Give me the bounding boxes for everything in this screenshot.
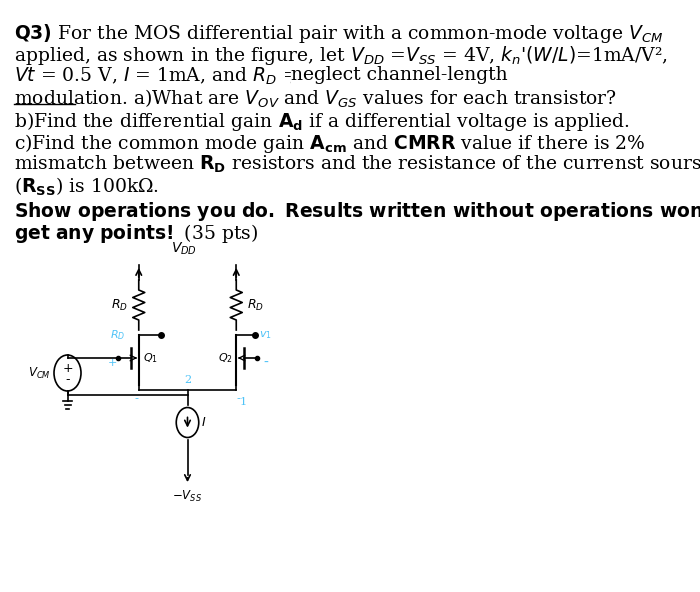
Text: $Q_1$: $Q_1$	[143, 351, 158, 365]
Text: +: +	[108, 358, 117, 368]
Text: $Q_2$: $Q_2$	[218, 351, 232, 365]
Text: -: -	[65, 374, 70, 387]
Text: $\bf{get\ any\ points!}$ (35 pts): $\bf{get\ any\ points!}$ (35 pts)	[13, 222, 258, 245]
Text: -: -	[237, 393, 241, 403]
Text: mismatch between $\bf{R_D}$ resistors and the resistance of the currenst sourse: mismatch between $\bf{R_D}$ resistors an…	[13, 154, 700, 175]
Text: neglect channel-length: neglect channel-length	[291, 66, 508, 84]
Text: +: +	[62, 362, 73, 375]
Text: b)Find the differential gain $\bf{A_d}$ if a differential voltage is applied.: b)Find the differential gain $\bf{A_d}$ …	[13, 110, 629, 133]
Text: $R_D$: $R_D$	[247, 297, 264, 313]
Text: $\bf{Q3)}$ For the MOS differential pair with a common-mode voltage $V_{CM}$: $\bf{Q3)}$ For the MOS differential pair…	[13, 22, 663, 45]
Text: $V_{CM}$: $V_{CM}$	[28, 365, 51, 381]
Text: $v_1$: $v_1$	[259, 329, 272, 341]
Text: $V_{DD}$: $V_{DD}$	[171, 240, 197, 257]
Text: ($\bf{R_{SS}}$) is 100kΩ.: ($\bf{R_{SS}}$) is 100kΩ.	[13, 176, 159, 198]
Text: $-V_{SS}$: $-V_{SS}$	[172, 489, 202, 504]
Text: 1: 1	[240, 397, 247, 407]
Text: $R_D$: $R_D$	[110, 328, 125, 342]
Text: c)Find the common mode gain $\bf{A_{cm}}$ and $\bf{CMRR}$ value if there is 2%: c)Find the common mode gain $\bf{A_{cm}}…	[13, 132, 645, 155]
Text: modulation. a)What are $V_{OV}$ and $V_{GS}$ values for each transistor?: modulation. a)What are $V_{OV}$ and $V_{…	[13, 88, 617, 110]
Text: 2: 2	[184, 375, 191, 385]
Text: -: -	[264, 356, 269, 370]
Text: $\bf{Show\ operations\ you\ do.\ Results\ written\ without\ operations\ won't}$: $\bf{Show\ operations\ you\ do.\ Results…	[13, 200, 700, 224]
Text: -: -	[134, 393, 139, 403]
Text: $I$: $I$	[201, 416, 206, 429]
Text: $Vt$ = 0.5 V, $I$ = 1mA, and $R_D$ = 2 kΩ, and: $Vt$ = 0.5 V, $I$ = 1mA, and $R_D$ = 2 k…	[13, 66, 398, 87]
Text: applied, as shown in the figure, let $V_{DD}$ =$V_{SS}$ = 4V, $k_n$'$(W/L)$=1mA/: applied, as shown in the figure, let $V_…	[13, 44, 667, 67]
Text: $R_D$: $R_D$	[111, 297, 128, 313]
